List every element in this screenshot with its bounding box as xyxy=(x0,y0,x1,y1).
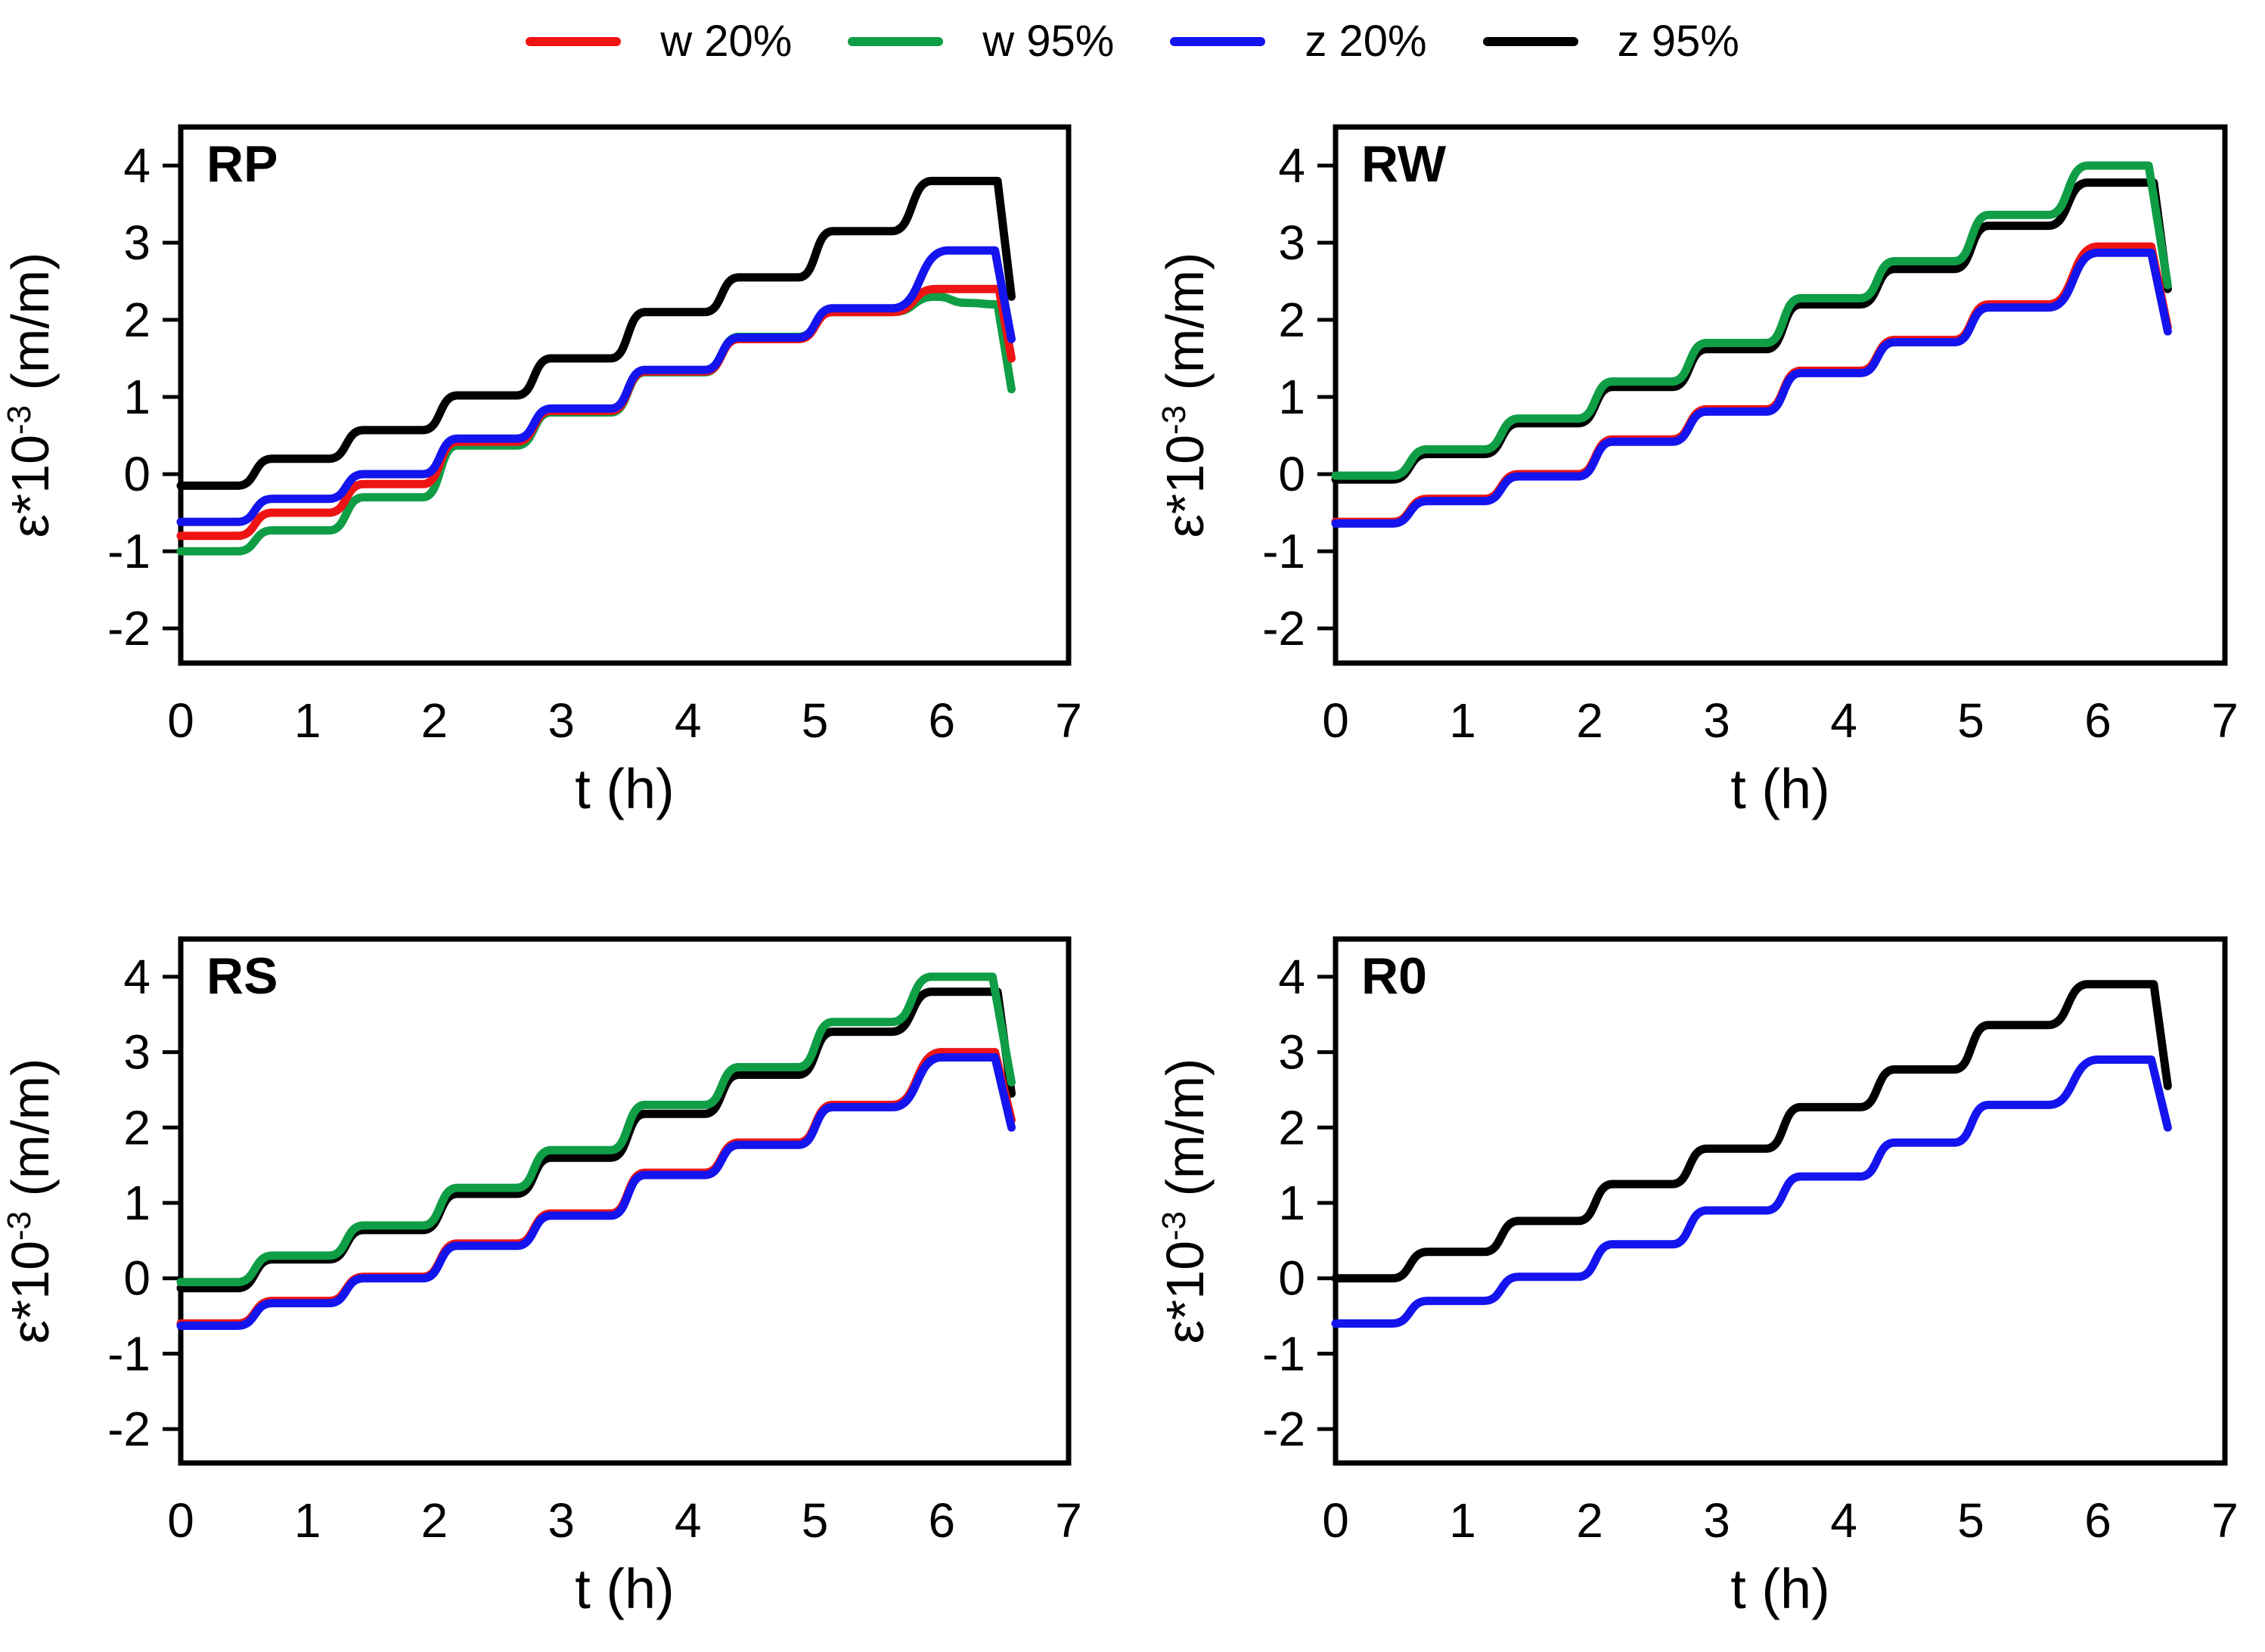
y-axis-title-rs: ε*10-3 (m/m) xyxy=(1,1058,60,1344)
y-tick-label-rs--2: -2 xyxy=(107,1402,150,1456)
y-tick-label-rp-0: 0 xyxy=(123,447,150,501)
x-tick-label-r0-7: 7 xyxy=(2211,1493,2239,1548)
y-tick-label-rw-4: 4 xyxy=(1278,138,1305,193)
series-path-rw-z-20pct xyxy=(1331,248,2172,528)
y-tick-label-r0-1: 1 xyxy=(1278,1176,1305,1230)
y-tick-label-rw-3: 3 xyxy=(1278,215,1305,270)
y-tick-label-rw-2: 2 xyxy=(1278,293,1305,347)
series-path-rp-z-95pct xyxy=(176,176,1016,490)
y-tick-label-rs--1: -1 xyxy=(107,1326,150,1381)
x-tick-label-r0-4: 4 xyxy=(1830,1493,1857,1548)
x-tick-label-rs-4: 4 xyxy=(675,1493,702,1548)
y-tick-label-rw--2: -2 xyxy=(1262,601,1305,656)
y-tick-label-r0-0: 0 xyxy=(1278,1251,1305,1306)
x-axis-title-rp: t (h) xyxy=(575,758,675,820)
x-tick-label-r0-6: 6 xyxy=(2084,1493,2111,1548)
panel-title-rp: RP xyxy=(206,135,278,193)
y-tick-label-rw-1: 1 xyxy=(1278,370,1305,424)
y-tick-label-rp-4: 4 xyxy=(123,138,150,193)
y-tick-label-rp-1: 1 xyxy=(123,370,150,424)
x-tick-label-r0-3: 3 xyxy=(1703,1493,1730,1548)
x-tick-label-rp-2: 2 xyxy=(421,693,448,748)
y-tick-label-r0--1: -1 xyxy=(1262,1326,1305,1381)
x-tick-label-rp-6: 6 xyxy=(928,693,955,748)
x-tick-label-rs-2: 2 xyxy=(421,1493,448,1548)
y-tick-label-rs-3: 3 xyxy=(123,1025,150,1080)
y-tick-label-rw-0: 0 xyxy=(1278,447,1305,501)
y-tick-label-rs-4: 4 xyxy=(123,950,150,1004)
series-path-rs-w-20pct xyxy=(176,1048,1016,1328)
series-path-rw-z-95pct xyxy=(1331,178,2172,484)
series-path-rw-w-20pct xyxy=(1331,242,2172,526)
x-tick-label-rs-5: 5 xyxy=(802,1493,829,1548)
x-tick-label-r0-1: 1 xyxy=(1449,1493,1476,1548)
x-tick-label-rw-5: 5 xyxy=(1957,693,1984,748)
x-tick-label-rp-4: 4 xyxy=(675,693,702,748)
panel-title-rs: RS xyxy=(206,947,278,1005)
y-axis-title-r0: ε*10-3 (m/m) xyxy=(1156,1058,1215,1344)
y-tick-label-rs-1: 1 xyxy=(123,1176,150,1230)
y-tick-label-rp-3: 3 xyxy=(123,215,150,270)
y-tick-label-rp-2: 2 xyxy=(123,293,150,347)
x-tick-label-rp-3: 3 xyxy=(548,693,575,748)
panel-title-rw: RW xyxy=(1361,135,1447,193)
x-tick-label-rs-1: 1 xyxy=(294,1493,321,1548)
x-tick-label-rp-7: 7 xyxy=(1055,693,1082,748)
series-path-rs-z-95pct xyxy=(176,987,1016,1293)
panel-rw-frame xyxy=(1333,124,2228,666)
x-tick-label-rw-1: 1 xyxy=(1449,693,1476,748)
x-tick-label-rs-3: 3 xyxy=(548,1493,575,1548)
panel-title-r0: R0 xyxy=(1361,947,1427,1005)
x-tick-label-rw-2: 2 xyxy=(1576,693,1603,748)
x-tick-label-rs-7: 7 xyxy=(1055,1493,1082,1548)
x-tick-label-rw-6: 6 xyxy=(2084,693,2111,748)
y-tick-label-r0-4: 4 xyxy=(1278,950,1305,1004)
series-path-rs-z-20pct xyxy=(176,1053,1016,1330)
x-tick-label-rw-7: 7 xyxy=(2211,693,2239,748)
series-path-r0-z-95pct xyxy=(1331,980,2172,1283)
x-axis-title-rs: t (h) xyxy=(575,1557,675,1620)
y-tick-label-r0-3: 3 xyxy=(1278,1025,1305,1080)
x-tick-label-r0-0: 0 xyxy=(1322,1493,1349,1548)
x-tick-label-rp-1: 1 xyxy=(294,693,321,748)
x-tick-label-rp-0: 0 xyxy=(167,693,194,748)
y-tick-label-r0-2: 2 xyxy=(1278,1100,1305,1155)
x-tick-label-rw-0: 0 xyxy=(1322,693,1349,748)
x-tick-label-rp-5: 5 xyxy=(802,693,829,748)
y-tick-label-rp--1: -1 xyxy=(107,524,150,578)
x-tick-label-r0-2: 2 xyxy=(1576,1493,1603,1548)
x-tick-label-r0-5: 5 xyxy=(1957,1493,1984,1548)
y-tick-label-rw--1: -1 xyxy=(1262,524,1305,578)
x-axis-title-rw: t (h) xyxy=(1730,758,1830,820)
x-tick-label-rs-0: 0 xyxy=(167,1493,194,1548)
y-tick-label-rp--2: -2 xyxy=(107,601,150,656)
panel-rp-frame xyxy=(178,124,1072,666)
y-axis-title-rp: ε*10-3 (m/m) xyxy=(1,253,60,538)
x-tick-label-rw-4: 4 xyxy=(1830,693,1857,748)
y-tick-label-rs-0: 0 xyxy=(123,1251,150,1306)
series-path-rs-w-95pct xyxy=(176,972,1016,1287)
y-axis-title-rw: ε*10-3 (m/m) xyxy=(1156,253,1215,538)
x-tick-label-rs-6: 6 xyxy=(928,1493,955,1548)
series-path-rp-z-20pct xyxy=(176,246,1016,526)
series-path-r0-z-20pct xyxy=(1331,1055,2172,1328)
x-tick-label-rw-3: 3 xyxy=(1703,693,1730,748)
series-path-rw-w-95pct xyxy=(1331,161,2172,480)
x-axis-title-r0: t (h) xyxy=(1730,1557,1830,1620)
y-tick-label-rs-2: 2 xyxy=(123,1100,150,1155)
y-tick-label-r0--2: -2 xyxy=(1262,1402,1305,1456)
